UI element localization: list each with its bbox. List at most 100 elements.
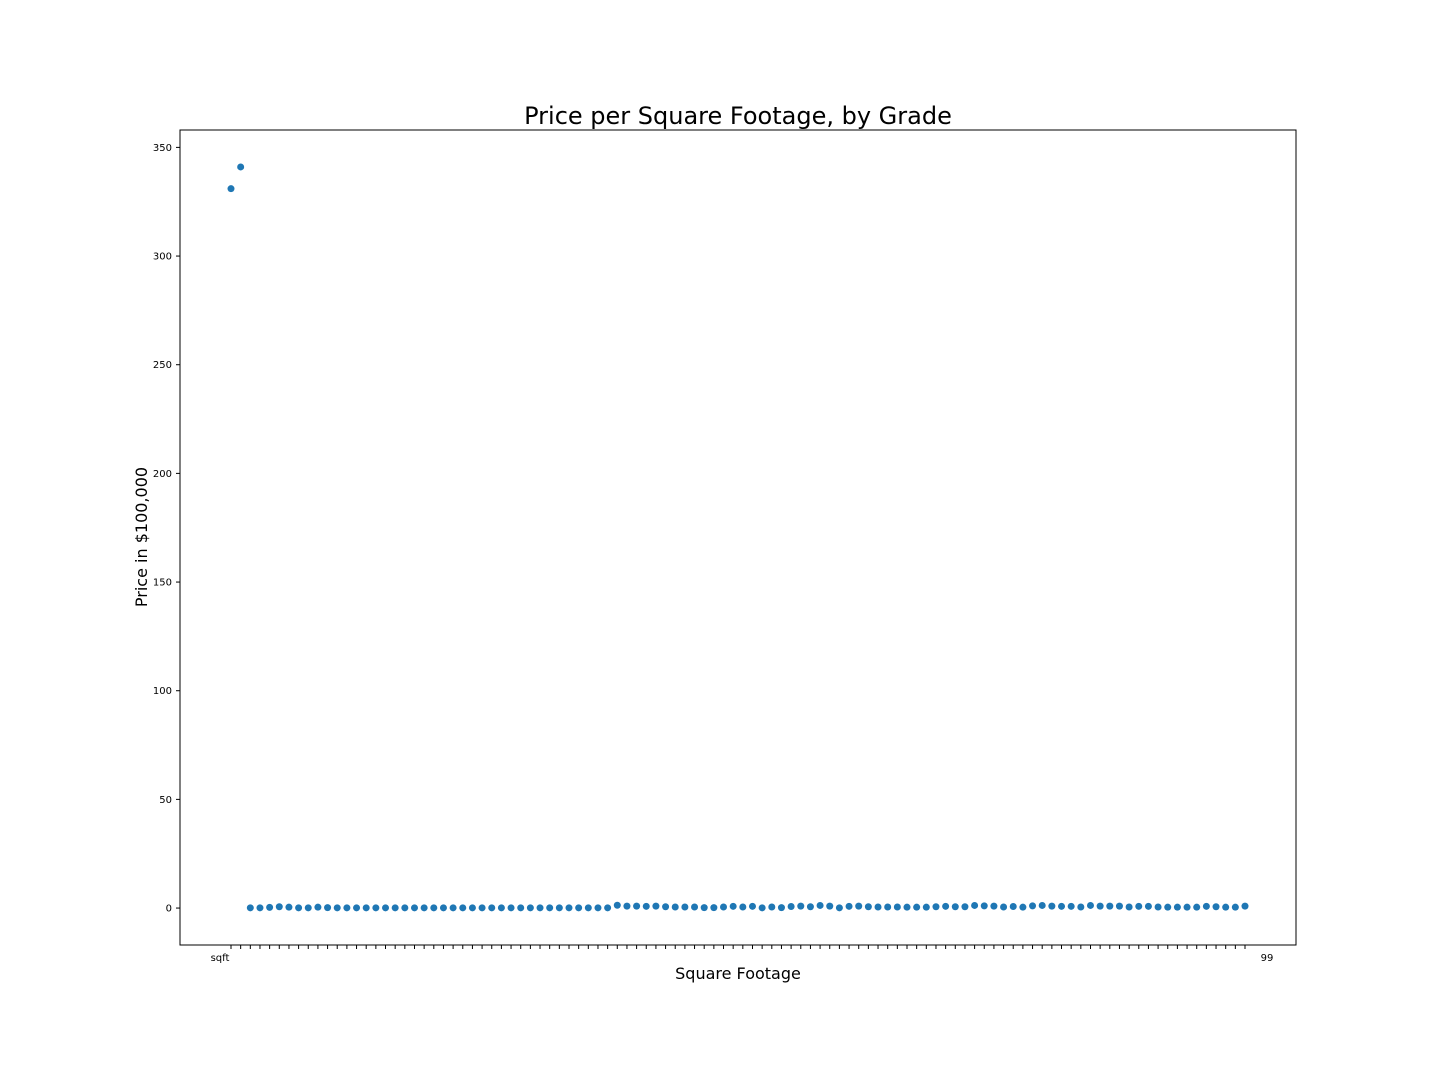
data-point bbox=[951, 903, 959, 911]
data-point bbox=[864, 903, 872, 911]
data-point bbox=[681, 903, 689, 911]
data-point bbox=[439, 904, 447, 912]
y-axis-label: Price in $100,000 bbox=[132, 467, 151, 607]
data-point bbox=[633, 902, 641, 910]
data-point bbox=[768, 903, 776, 911]
data-point bbox=[893, 903, 901, 911]
data-point bbox=[333, 904, 341, 912]
y-axis-ticks: 0 50 100 150 200 250 300 350 bbox=[153, 143, 180, 915]
data-point bbox=[468, 904, 476, 912]
data-point bbox=[246, 904, 254, 912]
data-point bbox=[652, 902, 660, 910]
data-point bbox=[748, 902, 756, 910]
data-point bbox=[1202, 902, 1210, 910]
data-point bbox=[1164, 903, 1172, 911]
data-point bbox=[623, 902, 631, 910]
data-point bbox=[1183, 903, 1191, 911]
x-axis-ticks bbox=[230, 945, 1246, 949]
data-point bbox=[710, 904, 718, 912]
data-point bbox=[488, 904, 496, 912]
data-point bbox=[382, 904, 390, 912]
data-point bbox=[324, 904, 332, 912]
data-point bbox=[855, 902, 863, 910]
data-point bbox=[497, 904, 505, 912]
data-point bbox=[642, 902, 650, 910]
data-point bbox=[1135, 902, 1143, 910]
data-point bbox=[1212, 903, 1220, 911]
data-point bbox=[1077, 903, 1085, 911]
data-point bbox=[546, 904, 554, 912]
data-point bbox=[362, 904, 370, 912]
data-point bbox=[478, 904, 486, 912]
data-point bbox=[1231, 903, 1239, 911]
data-point bbox=[266, 903, 274, 911]
y-tick-label: 150 bbox=[153, 578, 172, 589]
y-tick-label: 200 bbox=[153, 469, 172, 480]
y-tick-label: 0 bbox=[166, 904, 172, 915]
data-point bbox=[1096, 902, 1104, 910]
data-point bbox=[1048, 902, 1056, 910]
data-point bbox=[1115, 902, 1123, 910]
data-point bbox=[1038, 901, 1046, 909]
data-point bbox=[1106, 902, 1114, 910]
data-point bbox=[1058, 902, 1066, 910]
data-point bbox=[913, 903, 921, 911]
data-point bbox=[575, 904, 583, 912]
data-point bbox=[1000, 903, 1008, 911]
data-point bbox=[536, 904, 544, 912]
data-point bbox=[787, 903, 795, 911]
data-point bbox=[517, 904, 525, 912]
data-point bbox=[275, 903, 283, 911]
data-point bbox=[691, 903, 699, 911]
data-point bbox=[565, 904, 573, 912]
y-tick-label: 50 bbox=[159, 795, 172, 806]
data-point bbox=[391, 904, 399, 912]
data-point bbox=[700, 904, 708, 912]
data-point bbox=[1067, 902, 1075, 910]
data-point bbox=[613, 901, 621, 909]
data-point bbox=[304, 904, 312, 912]
data-point bbox=[420, 904, 428, 912]
data-point bbox=[1154, 903, 1162, 911]
y-tick-label: 250 bbox=[153, 360, 172, 371]
data-point bbox=[430, 904, 438, 912]
data-point bbox=[720, 903, 728, 911]
data-point bbox=[662, 903, 670, 911]
data-points bbox=[227, 163, 1249, 912]
x-tick-label-first: sqft bbox=[211, 953, 230, 964]
data-point bbox=[797, 902, 805, 910]
data-point bbox=[459, 904, 467, 912]
data-point bbox=[227, 185, 235, 193]
data-point bbox=[555, 904, 563, 912]
data-point bbox=[353, 904, 361, 912]
data-point bbox=[1193, 903, 1201, 911]
data-point bbox=[816, 901, 824, 909]
data-point bbox=[1086, 901, 1094, 909]
data-point bbox=[1029, 902, 1037, 910]
data-point bbox=[526, 904, 534, 912]
data-point bbox=[237, 163, 245, 171]
data-point bbox=[806, 903, 814, 911]
data-point bbox=[1222, 903, 1230, 911]
x-tick-label-last: 99 bbox=[1261, 953, 1274, 964]
data-point bbox=[449, 904, 457, 912]
y-tick-label: 100 bbox=[153, 686, 172, 697]
data-point bbox=[835, 904, 843, 912]
data-point bbox=[729, 902, 737, 910]
data-point bbox=[990, 902, 998, 910]
data-point bbox=[671, 903, 679, 911]
x-axis-label: Square Footage bbox=[675, 964, 801, 983]
y-tick-label: 350 bbox=[153, 143, 172, 154]
data-point bbox=[372, 904, 380, 912]
data-point bbox=[295, 904, 303, 912]
data-point bbox=[777, 904, 785, 912]
data-point bbox=[1019, 903, 1027, 911]
data-point bbox=[1241, 902, 1249, 910]
data-point bbox=[874, 903, 882, 911]
data-point bbox=[961, 903, 969, 911]
chart-title: Price per Square Footage, by Grade bbox=[524, 102, 952, 130]
data-point bbox=[401, 904, 409, 912]
y-tick-label: 300 bbox=[153, 252, 172, 263]
